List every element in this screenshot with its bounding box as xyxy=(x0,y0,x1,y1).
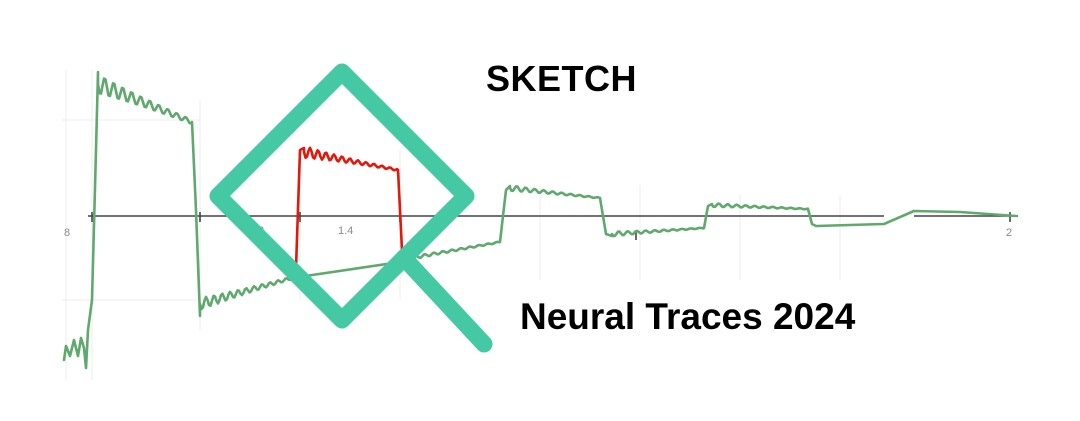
signal-trace xyxy=(62,70,1018,370)
tick-label: 2 xyxy=(1006,227,1012,239)
tick-label: 1.4 xyxy=(338,225,353,237)
magnifier-diamond-icon xyxy=(209,63,493,353)
tick-label: 8 xyxy=(64,227,70,239)
logo-tagline: Neural Traces 2024 xyxy=(520,296,856,337)
logo-wordmark: SKETCH xyxy=(486,58,638,99)
highlighted-pulse xyxy=(294,146,404,270)
